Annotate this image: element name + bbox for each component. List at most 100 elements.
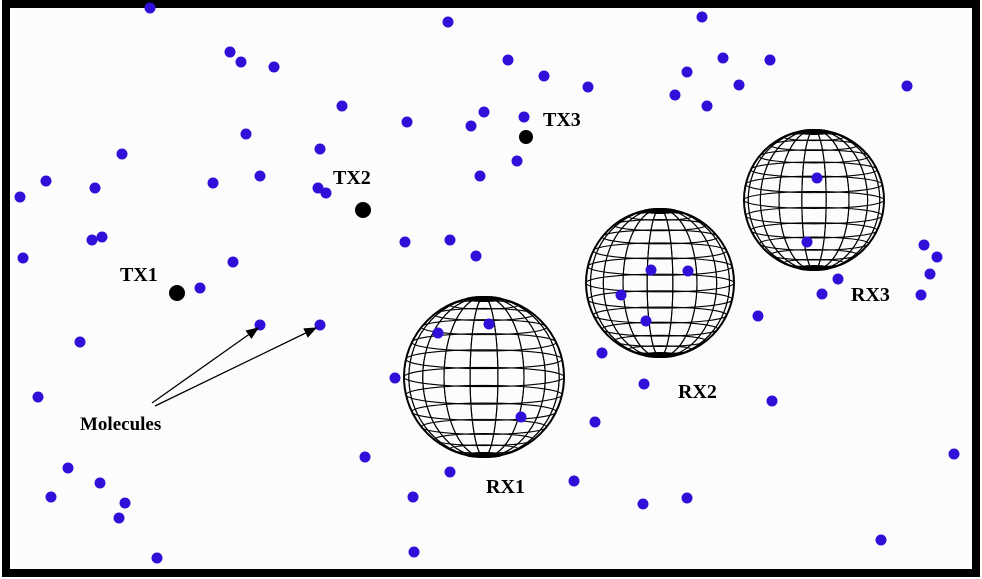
molecule: [401, 116, 413, 128]
molecule: [915, 289, 927, 301]
molecule: [701, 100, 713, 112]
molecule: [669, 89, 681, 101]
molecule: [918, 239, 930, 251]
molecule: [32, 391, 44, 403]
molecule: [511, 155, 523, 167]
molecule: [637, 498, 649, 510]
molecule: [682, 265, 694, 277]
molecule: [432, 327, 444, 339]
molecule: [151, 552, 163, 564]
receivers-layer: [403, 128, 885, 459]
molecule: [483, 318, 495, 330]
molecule: [717, 52, 729, 64]
tx1-label: TX1: [120, 264, 158, 286]
molecules-arrows: [151, 327, 318, 407]
molecule: [74, 336, 86, 348]
molecule: [254, 170, 266, 182]
molecule: [96, 231, 108, 243]
transmitter-tx1: [169, 285, 185, 301]
molecule: [86, 234, 98, 246]
molecule: [314, 143, 326, 155]
molecule: [268, 61, 280, 73]
transmitter-tx2: [355, 202, 371, 218]
molecules-label: Molecules: [80, 414, 161, 435]
molecule: [811, 172, 823, 184]
molecule: [45, 491, 57, 503]
rx1-label: RX1: [486, 476, 525, 498]
molecule: [515, 411, 527, 423]
molecule: [681, 66, 693, 78]
transmitters-layer: [169, 130, 533, 301]
molecule: [40, 175, 52, 187]
molecule: [875, 534, 887, 546]
molecule: [764, 54, 776, 66]
molecule: [816, 288, 828, 300]
molecule: [113, 512, 125, 524]
molecule: [518, 111, 530, 123]
molecule: [538, 70, 550, 82]
molecule: [314, 319, 326, 331]
molecule: [645, 264, 657, 276]
molecule: [582, 81, 594, 93]
molecule: [948, 448, 960, 460]
molecule: [924, 268, 936, 280]
molecule: [224, 46, 236, 58]
molecule: [89, 182, 101, 194]
molecule: [207, 177, 219, 189]
molecule: [17, 252, 29, 264]
tx3-label: TX3: [543, 109, 581, 131]
molecule: [194, 282, 206, 294]
tx2-label: TX2: [333, 167, 371, 189]
molecule: [444, 234, 456, 246]
molecule: [474, 170, 486, 182]
molecule: [320, 187, 332, 199]
molecule: [801, 236, 813, 248]
molecule: [568, 475, 580, 487]
receiver-rx2: [585, 207, 735, 359]
molecule: [94, 477, 106, 489]
molecule: [235, 56, 247, 68]
receiver-rx1: [403, 295, 565, 459]
molecule: [615, 289, 627, 301]
rx2-label: RX2: [678, 381, 717, 403]
molecule: [681, 492, 693, 504]
molecule: [478, 106, 490, 118]
molecule: [14, 191, 26, 203]
rx3-label: RX3: [851, 284, 890, 306]
molecule: [470, 250, 482, 262]
molecule: [465, 120, 477, 132]
molecule: [442, 16, 454, 28]
molecule: [336, 100, 348, 112]
molecule: [227, 256, 239, 268]
molecule: [733, 79, 745, 91]
molecule: [119, 497, 131, 509]
arrow-to-molecule-1: [151, 327, 260, 404]
molecule: [408, 546, 420, 558]
molecule: [407, 491, 419, 503]
molecule: [359, 451, 371, 463]
molecule: [901, 80, 913, 92]
transmitter-tx3: [519, 130, 533, 144]
molecule: [399, 236, 411, 248]
molecule: [696, 11, 708, 23]
molecule: [62, 462, 74, 474]
receiver-rx3: [743, 128, 885, 272]
molecule: [312, 182, 324, 194]
molecule: [638, 378, 650, 390]
molecule: [596, 347, 608, 359]
molecule: [752, 310, 764, 322]
molecule: [832, 273, 844, 285]
molecule: [502, 54, 514, 66]
molecule: [240, 128, 252, 140]
molecule: [640, 315, 652, 327]
molecule: [444, 466, 456, 478]
molecule: [116, 148, 128, 160]
molecule: [144, 2, 156, 14]
arrow-to-molecule-2: [154, 327, 318, 407]
molecule: [766, 395, 778, 407]
molecule: [389, 372, 401, 384]
molecules-layer: [14, 2, 960, 564]
molecule: [589, 416, 601, 428]
